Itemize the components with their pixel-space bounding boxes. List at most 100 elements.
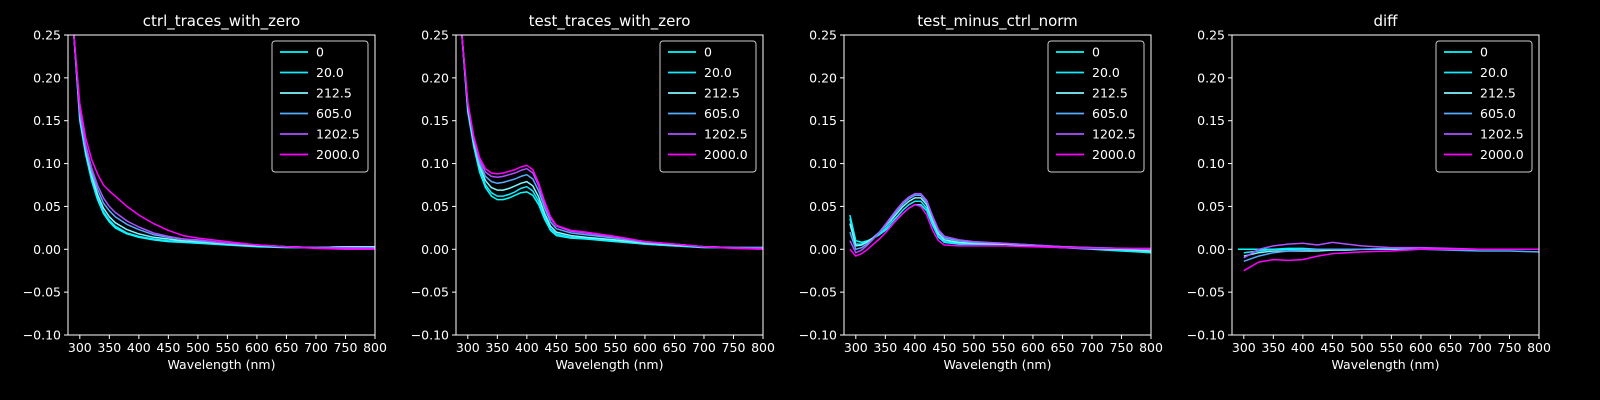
y-tick-label: 0.10 xyxy=(809,156,837,171)
legend-entry: 0 xyxy=(316,45,324,60)
legend: 0 20.0 212.5 605.0 1202.5 2000.0 xyxy=(659,40,757,173)
x-tick-label: 450 xyxy=(932,340,956,355)
chart-title: diff xyxy=(1373,12,1398,30)
x-tick-label: 700 xyxy=(1080,340,1104,355)
x-tick-label: 650 xyxy=(275,340,299,355)
legend-entry: 605.0 xyxy=(1092,106,1128,121)
x-tick-label: 400 xyxy=(903,340,927,355)
x-tick-label: 700 xyxy=(692,340,716,355)
series-line-1202-5 xyxy=(849,192,1151,254)
chart-panel-3: 300 350 400 450 500 550 600 650 700 750 800 −0.10 −0… xyxy=(799,12,1163,372)
legend-entry: 212.5 xyxy=(1480,86,1516,101)
x-tick-label: 700 xyxy=(304,340,328,355)
y-tick-label: 0.10 xyxy=(1197,156,1225,171)
x-tick-label: 450 xyxy=(156,340,180,355)
x-tick-label: 800 xyxy=(363,340,387,355)
y-tick-label: 0.15 xyxy=(1197,113,1225,128)
series-line-605-0 xyxy=(1243,247,1539,263)
series-line-2000-0 xyxy=(1243,248,1539,272)
y-tick-label: 0.25 xyxy=(33,28,61,43)
x-tick-label: 550 xyxy=(1379,340,1403,355)
axes-frame xyxy=(67,34,376,336)
chart-title: ctrl_traces_with_zero xyxy=(143,12,300,31)
y-tick-label: 0.00 xyxy=(809,242,837,257)
legend-entry: 2000.0 xyxy=(316,147,360,162)
series-line-2000-0 xyxy=(461,35,763,251)
x-tick-label: 450 xyxy=(544,340,568,355)
x-tick-label: 500 xyxy=(574,340,598,355)
x-tick-label: 600 xyxy=(1409,340,1433,355)
legend-entry: 605.0 xyxy=(704,106,740,121)
legend-entry: 20.0 xyxy=(704,65,732,80)
y-tick-label: 0.10 xyxy=(421,156,449,171)
legend-entry: 1202.5 xyxy=(704,127,748,142)
x-tick-label: 300 xyxy=(844,340,868,355)
y-tick-label: 0.15 xyxy=(421,113,449,128)
x-tick-label: 400 xyxy=(1291,340,1315,355)
legend: 0 20.0 212.5 605.0 1202.5 2000.0 xyxy=(271,40,369,173)
series-lines xyxy=(849,192,1151,257)
y-tick-label: −0.10 xyxy=(411,328,449,343)
x-tick-label: 650 xyxy=(1051,340,1075,355)
chart-title: test_minus_ctrl_norm xyxy=(917,12,1078,31)
x-tick-label: 300 xyxy=(456,340,480,355)
x-tick-label: 400 xyxy=(515,340,539,355)
x-tick-label: 400 xyxy=(127,340,151,355)
legend-entry: 2000.0 xyxy=(704,147,748,162)
x-tick-label: 500 xyxy=(186,340,210,355)
legend-entry: 605.0 xyxy=(316,106,352,121)
x-tick-label: 750 xyxy=(1498,340,1522,355)
x-tick-label: 550 xyxy=(215,340,239,355)
y-tick-label: −0.10 xyxy=(23,328,61,343)
y-tick-label: 0.00 xyxy=(33,242,61,257)
legend: 0 20.0 212.5 605.0 1202.5 2000.0 xyxy=(1435,40,1533,173)
legend-box xyxy=(659,40,757,173)
y-tick-label: −0.10 xyxy=(1187,328,1225,343)
legend-entry: 0 xyxy=(1480,45,1488,60)
legend-entry: 212.5 xyxy=(1092,86,1128,101)
x-tick-label: 300 xyxy=(1232,340,1256,355)
x-axis-label: Wavelength (nm) xyxy=(944,357,1052,372)
y-tick-label: 0.00 xyxy=(1197,242,1225,257)
x-tick-label: 500 xyxy=(962,340,986,355)
x-tick-label: 500 xyxy=(1350,340,1374,355)
y-tick-label: 0.05 xyxy=(809,199,837,214)
x-axis-label: Wavelength (nm) xyxy=(1332,357,1440,372)
y-tick-label: −0.05 xyxy=(1187,285,1225,300)
chart-panel-1: 300 350 400 450 500 550 600 650 700 750 800 −0.10 −0… xyxy=(23,12,387,372)
x-axis-label: Wavelength (nm) xyxy=(556,357,664,372)
legend-box xyxy=(1435,40,1533,173)
x-tick-label: 350 xyxy=(1261,340,1285,355)
x-tick-label: 550 xyxy=(991,340,1015,355)
axes-frame xyxy=(843,34,1152,336)
y-tick-label: −0.10 xyxy=(799,328,837,343)
x-tick-label: 300 xyxy=(68,340,92,355)
legend-entry: 212.5 xyxy=(704,86,740,101)
axes-frame xyxy=(455,34,764,336)
y-tick-label: 0.15 xyxy=(809,113,837,128)
x-tick-label: 750 xyxy=(722,340,746,355)
legend-entry: 20.0 xyxy=(1092,65,1120,80)
legend-entry: 2000.0 xyxy=(1480,147,1524,162)
y-tick-label: 0.05 xyxy=(33,199,61,214)
x-tick-label: 800 xyxy=(1527,340,1551,355)
legend-entry: 0 xyxy=(1092,45,1100,60)
y-tick-label: 0.15 xyxy=(33,113,61,128)
y-tick-label: 0.20 xyxy=(809,70,837,85)
x-tick-label: 600 xyxy=(633,340,657,355)
legend-entry: 20.0 xyxy=(316,65,344,80)
x-tick-label: 650 xyxy=(1439,340,1463,355)
y-tick-label: 0.25 xyxy=(1197,28,1225,43)
x-tick-label: 550 xyxy=(603,340,627,355)
y-tick-label: 0.05 xyxy=(421,199,449,214)
axes-frame xyxy=(1231,34,1540,336)
x-tick-label: 350 xyxy=(485,340,509,355)
chart-panel-2: 300 350 400 450 500 550 600 650 700 750 800 −0.10 −0… xyxy=(411,12,775,372)
legend-entry: 0 xyxy=(704,45,712,60)
x-tick-label: 350 xyxy=(97,340,121,355)
chart-panel-4: 300 350 400 450 500 550 600 650 700 750 800 −0.10 −0… xyxy=(1187,12,1551,372)
legend: 0 20.0 212.5 605.0 1202.5 2000.0 xyxy=(1047,40,1145,173)
series-line-20-0 xyxy=(461,35,763,249)
